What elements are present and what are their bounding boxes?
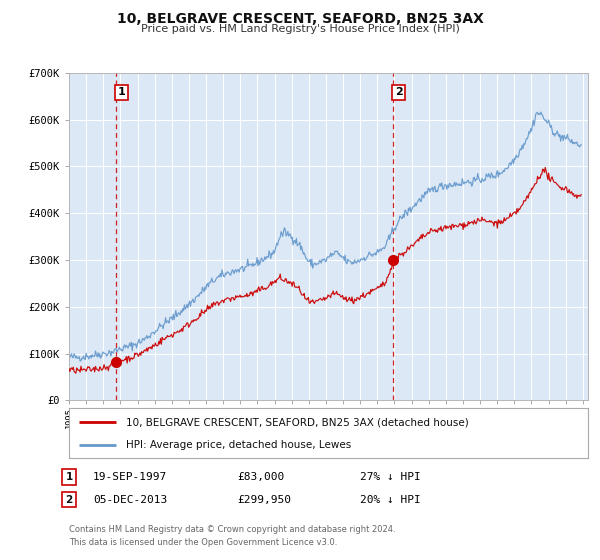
- Text: 1: 1: [65, 472, 73, 482]
- Text: 20% ↓ HPI: 20% ↓ HPI: [360, 494, 421, 505]
- Text: 1: 1: [118, 87, 125, 97]
- Text: £83,000: £83,000: [237, 472, 284, 482]
- Text: Price paid vs. HM Land Registry's House Price Index (HPI): Price paid vs. HM Land Registry's House …: [140, 24, 460, 34]
- Text: 10, BELGRAVE CRESCENT, SEAFORD, BN25 3AX: 10, BELGRAVE CRESCENT, SEAFORD, BN25 3AX: [116, 12, 484, 26]
- Text: 2: 2: [395, 87, 403, 97]
- Text: 2: 2: [65, 494, 73, 505]
- Text: £299,950: £299,950: [237, 494, 291, 505]
- Text: Contains HM Land Registry data © Crown copyright and database right 2024.: Contains HM Land Registry data © Crown c…: [69, 525, 395, 534]
- Text: 19-SEP-1997: 19-SEP-1997: [93, 472, 167, 482]
- Text: HPI: Average price, detached house, Lewes: HPI: Average price, detached house, Lewe…: [126, 440, 352, 450]
- Text: 10, BELGRAVE CRESCENT, SEAFORD, BN25 3AX (detached house): 10, BELGRAVE CRESCENT, SEAFORD, BN25 3AX…: [126, 417, 469, 427]
- Text: This data is licensed under the Open Government Licence v3.0.: This data is licensed under the Open Gov…: [69, 538, 337, 547]
- Text: 27% ↓ HPI: 27% ↓ HPI: [360, 472, 421, 482]
- Text: 05-DEC-2013: 05-DEC-2013: [93, 494, 167, 505]
